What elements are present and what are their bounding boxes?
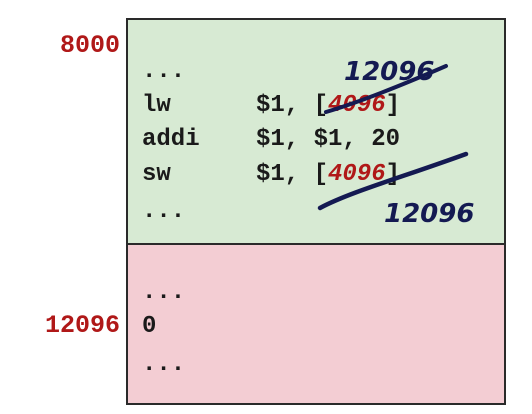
addi-operands: $1, $1, 20 <box>256 126 401 153</box>
sw-operands: $1, [4096] <box>256 163 400 187</box>
code-ellipsis-top: ... <box>142 58 186 85</box>
lw-old-address: 4096 <box>328 92 386 119</box>
lw-opcode: lw <box>142 92 171 119</box>
data-ellipsis-top: ... <box>142 279 186 306</box>
code-ellipsis-bottom: ... <box>142 198 186 225</box>
segment-address-8000: 8000 <box>59 31 120 60</box>
lw-operands-prefix: $1, [ <box>256 92 329 119</box>
sw-operands-suffix: ] <box>385 161 401 188</box>
addi-opcode: addi <box>142 126 200 153</box>
data-segment: ... 0 ... <box>126 243 506 405</box>
sw-operands-prefix: $1, [ <box>256 161 329 188</box>
lw-operands-suffix: ] <box>385 92 401 119</box>
data-ellipsis-bottom: ... <box>142 351 186 378</box>
lw-operands: $1, [4096] <box>256 94 400 118</box>
sw-old-address: 4096 <box>328 161 386 188</box>
segment-address-12096: 12096 <box>44 311 120 340</box>
code-segment: ... lw $1, [4096] addi $1, $1, 20 sw $1,… <box>126 18 506 245</box>
data-value-zero: 0 <box>142 313 157 340</box>
sw-opcode: sw <box>142 161 171 188</box>
